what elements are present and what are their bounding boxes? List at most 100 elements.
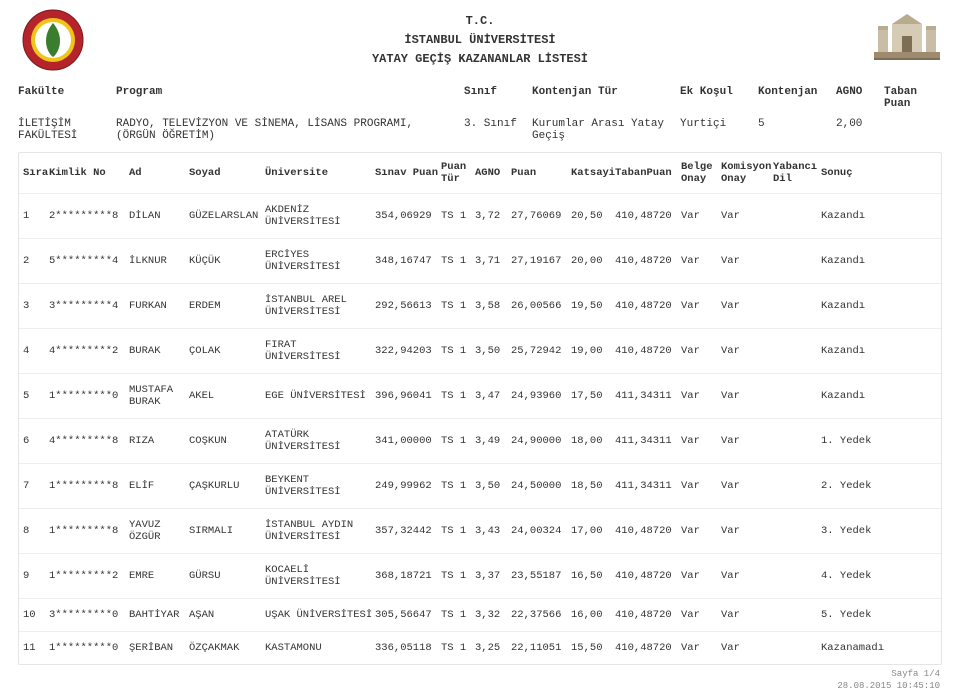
cell-tabanp: 410,48720 (615, 609, 681, 621)
cell-sonuc: Kazanamadı (821, 642, 891, 654)
cell-univ: İSTANBUL AREL ÜNİVERSİTESİ (265, 294, 375, 318)
cell-sira: 6 (23, 435, 49, 447)
cell-ad: ELİF (129, 480, 189, 492)
cell-ad: BURAK (129, 345, 189, 357)
cell-sonuc: 5. Yedek (821, 609, 891, 621)
col-komisyon-onay: Komisyon Onay (721, 161, 773, 185)
cell-soyad: ÇAŞKURLU (189, 480, 265, 492)
cell-sinav: 341,00000 (375, 435, 441, 447)
cell-kimlik: 1*********2 (49, 570, 129, 582)
cell-univ: UŞAK ÜNİVERSİTESİ (265, 609, 375, 621)
cell-puan: 22,11051 (511, 642, 571, 654)
cell-komisy: Var (721, 390, 773, 402)
cell-sonuc: Kazandı (821, 345, 891, 357)
label-fakulte: Fakülte (18, 86, 116, 110)
cell-tabanp: 410,48720 (615, 642, 681, 654)
label-agno: AGNO (836, 86, 884, 110)
table-row: 81*********8YAVUZ ÖZGÜRSIRMALIİSTANBUL A… (19, 509, 941, 554)
cell-sira: 5 (23, 390, 49, 402)
cell-puan: 24,00324 (511, 525, 571, 537)
cell-puan: 27,19167 (511, 255, 571, 267)
cell-kimlik: 4*********2 (49, 345, 129, 357)
university-seal-icon (18, 10, 88, 70)
cell-ptur: TS 1 (441, 570, 475, 582)
cell-tabanp: 410,48720 (615, 255, 681, 267)
cell-katsayi: 18,50 (571, 480, 615, 492)
cell-ad: ŞERİBAN (129, 642, 189, 654)
table-body: 12*********8DİLANGÜZELARSLANAKDENİZ ÜNİV… (19, 194, 941, 664)
table-row: 111*********0ŞERİBANÖZÇAKMAKKASTAMONU336… (19, 632, 941, 664)
value-kontenjan: 5 (758, 118, 836, 142)
cell-soyad: AKEL (189, 390, 265, 402)
cell-puan: 24,93960 (511, 390, 571, 402)
cell-sira: 9 (23, 570, 49, 582)
cell-ad: DİLAN (129, 210, 189, 222)
cell-univ: İSTANBUL AYDIN ÜNİVERSİTESİ (265, 519, 375, 543)
cell-tabanp: 411,34311 (615, 390, 681, 402)
value-agno: 2,00 (836, 118, 884, 142)
cell-komisy: Var (721, 345, 773, 357)
cell-kimlik: 4*********8 (49, 435, 129, 447)
cell-ptur: TS 1 (441, 642, 475, 654)
cell-belge: Var (681, 435, 721, 447)
cell-ad: EMRE (129, 570, 189, 582)
table-row: 12*********8DİLANGÜZELARSLANAKDENİZ ÜNİV… (19, 194, 941, 239)
cell-agno: 3,47 (475, 390, 511, 402)
header-title: YATAY GEÇİŞ KAZANANLAR LİSTESİ (88, 50, 872, 69)
cell-soyad: ERDEM (189, 300, 265, 312)
cell-tabanp: 410,48720 (615, 300, 681, 312)
label-sinif: Sınıf (464, 86, 532, 110)
col-sonuc: Sonuç (821, 167, 891, 179)
cell-ad: MUSTAFA BURAK (129, 384, 189, 408)
cell-agno: 3,50 (475, 480, 511, 492)
page: T.C. İSTANBUL ÜNİVERSİTESİ YATAY GEÇİŞ K… (0, 0, 960, 698)
cell-agno: 3,71 (475, 255, 511, 267)
cell-ptur: TS 1 (441, 300, 475, 312)
cell-katsayi: 17,00 (571, 525, 615, 537)
col-universite: Üniversite (265, 167, 375, 179)
value-taban-puan (884, 118, 942, 142)
table-row: 91*********2EMREGÜRSUKOCAELİ ÜNİVERSİTES… (19, 554, 941, 599)
cell-sonuc: 1. Yedek (821, 435, 891, 447)
cell-sira: 11 (23, 642, 49, 654)
info-header-row: Fakülte Program Sınıf Kontenjan Tür Ek K… (18, 80, 942, 116)
cell-ad: İLKNUR (129, 255, 189, 267)
cell-komisy: Var (721, 435, 773, 447)
header-titles: T.C. İSTANBUL ÜNİVERSİTESİ YATAY GEÇİŞ K… (88, 10, 872, 70)
cell-tabanp: 410,48720 (615, 525, 681, 537)
cell-ptur: TS 1 (441, 435, 475, 447)
table-row: 25*********4İLKNURKÜÇÜKERCİYES ÜNİVERSİT… (19, 239, 941, 284)
gate-icon (872, 10, 942, 70)
cell-komisy: Var (721, 210, 773, 222)
table-header-row: Sıra Kimlik No Ad Soyad Üniversite Sınav… (19, 153, 941, 194)
cell-sinav: 305,56647 (375, 609, 441, 621)
cell-katsayi: 16,00 (571, 609, 615, 621)
cell-katsayi: 17,50 (571, 390, 615, 402)
cell-sira: 3 (23, 300, 49, 312)
cell-kimlik: 3*********4 (49, 300, 129, 312)
cell-agno: 3,50 (475, 345, 511, 357)
cell-sira: 7 (23, 480, 49, 492)
cell-belge: Var (681, 480, 721, 492)
cell-ptur: TS 1 (441, 525, 475, 537)
value-sinif: 3. Sınıf (464, 118, 532, 142)
results-table: Sıra Kimlik No Ad Soyad Üniversite Sınav… (18, 152, 942, 665)
cell-kimlik: 5*********4 (49, 255, 129, 267)
cell-sinav: 336,05118 (375, 642, 441, 654)
cell-agno: 3,58 (475, 300, 511, 312)
cell-sonuc: Kazandı (821, 300, 891, 312)
cell-soyad: GÜRSU (189, 570, 265, 582)
cell-sonuc: Kazandı (821, 390, 891, 402)
cell-kimlik: 1*********0 (49, 642, 129, 654)
cell-agno: 3,25 (475, 642, 511, 654)
cell-univ: ATATÜRK ÜNİVERSİTESİ (265, 429, 375, 453)
cell-sinav: 357,32442 (375, 525, 441, 537)
value-fakulte: İLETİŞİM FAKÜLTESİ (18, 118, 116, 142)
cell-ptur: TS 1 (441, 609, 475, 621)
label-kontenjan-tur: Kontenjan Tür (532, 86, 680, 110)
cell-ad: FURKAN (129, 300, 189, 312)
footer: Sayfa 1/4 28.08.2015 10:45:10 (18, 665, 942, 692)
label-program: Program (116, 86, 464, 110)
col-puan: Puan (511, 167, 571, 179)
cell-puan: 26,00566 (511, 300, 571, 312)
